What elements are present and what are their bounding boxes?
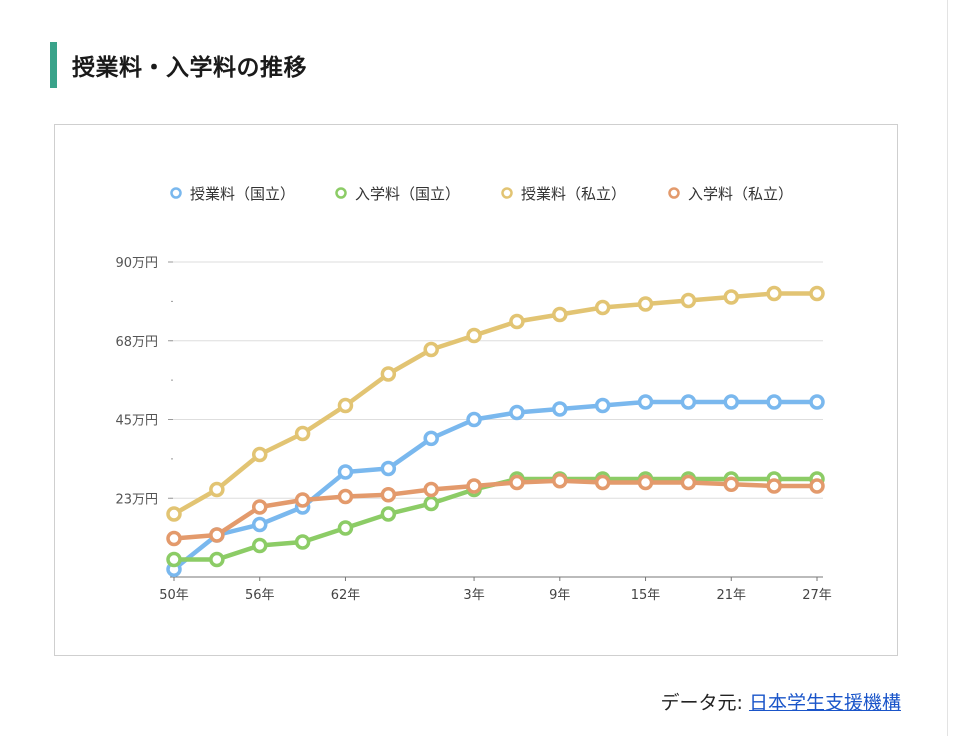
data-point — [380, 366, 397, 382]
data-point — [809, 394, 825, 410]
chart-frame: 授業料（国立） 入学料（国立） 授業料（私立） 入学料（私立） 23万円 45万円 68万… — [54, 124, 898, 656]
data-point — [209, 551, 225, 568]
data-point — [209, 527, 225, 543]
data-point — [337, 488, 354, 505]
data-point — [509, 474, 525, 491]
page-title: 授業料・入学料の推移 — [72, 55, 307, 81]
data-source: データ元: 日本学生支援機構 — [661, 688, 901, 715]
x-tick-label: 3年 — [463, 588, 484, 603]
x-tick-label: 15年 — [631, 588, 661, 603]
series-line — [171, 291, 820, 517]
section-heading: 授業料・入学料の推移 — [50, 42, 307, 88]
data-point — [766, 285, 782, 302]
data-point — [466, 478, 482, 494]
data-point — [251, 499, 268, 515]
legend-marker — [170, 187, 182, 199]
heading-accent-bar — [50, 42, 57, 88]
y-axis: 23万円 45万円 68万円 90万円 — [115, 256, 173, 539]
data-point — [166, 506, 182, 522]
chart-legend: 授業料（国立） 入学料（国立） 授業料（私立） 入学料（私立） — [170, 185, 793, 203]
x-tick-label: 56年 — [245, 588, 275, 603]
data-point — [723, 476, 740, 492]
x-axis: 50年 56年 62年 3年 9年 15年 21年 27年 — [159, 576, 832, 603]
y-tick-label: 23万円 — [115, 492, 158, 507]
data-point — [166, 530, 182, 547]
data-point — [766, 394, 782, 410]
data-point — [723, 394, 740, 410]
data-point — [380, 506, 397, 522]
data-point — [294, 492, 311, 508]
series-4 — [166, 473, 825, 547]
legend-item: 入学料（国立） — [335, 185, 460, 203]
y-tick-label: 68万円 — [115, 335, 158, 350]
data-point — [766, 478, 782, 494]
data-point — [337, 464, 354, 480]
data-point — [380, 460, 397, 477]
data-point — [251, 516, 268, 533]
data-point — [637, 296, 654, 312]
data-point — [166, 551, 182, 568]
series-3 — [166, 285, 825, 522]
x-tick-label: 21年 — [716, 588, 746, 603]
series-line — [171, 478, 820, 541]
data-point — [680, 474, 697, 491]
data-point — [680, 394, 697, 410]
legend-label: 入学料（国立） — [355, 185, 460, 203]
y-tick-label: 90万円 — [115, 256, 158, 271]
data-point — [594, 397, 611, 414]
data-point — [466, 411, 482, 428]
x-tick-label: 27年 — [802, 588, 832, 603]
data-point — [423, 495, 439, 512]
data-point — [294, 425, 311, 442]
data-point — [466, 327, 482, 344]
legend-label: 入学料（私立） — [688, 185, 793, 203]
data-point — [552, 306, 568, 323]
data-point — [680, 292, 697, 309]
legend-item: 入学料（私立） — [668, 185, 793, 203]
page-right-rule — [947, 0, 948, 736]
data-point — [423, 341, 439, 358]
legend-marker — [501, 187, 513, 199]
source-label: データ元: — [660, 692, 743, 714]
data-point — [423, 430, 439, 447]
data-point — [637, 474, 654, 491]
data-point — [723, 289, 740, 305]
x-tick-label: 9年 — [549, 588, 570, 603]
data-point — [594, 474, 611, 491]
chart-series — [166, 285, 825, 578]
legend-label: 授業料（国立） — [190, 185, 295, 203]
chart-grid — [170, 261, 823, 499]
data-point — [809, 285, 825, 302]
data-point — [509, 313, 525, 330]
legend-item: 授業料（国立） — [170, 185, 295, 203]
data-point — [380, 487, 397, 503]
data-point — [509, 404, 525, 421]
source-link[interactable]: 日本学生支援機構 — [748, 692, 901, 714]
data-point — [809, 478, 825, 494]
data-point — [552, 473, 568, 489]
data-point — [337, 520, 354, 536]
legend-marker — [335, 187, 347, 199]
data-point — [552, 401, 568, 417]
x-tick-label: 50年 — [159, 588, 189, 603]
legend-label: 授業料（私立） — [521, 185, 626, 203]
x-tick-label: 62年 — [331, 588, 361, 603]
data-point — [594, 299, 611, 316]
data-point — [209, 481, 225, 498]
data-point — [251, 446, 268, 463]
data-point — [637, 394, 654, 410]
data-point — [294, 534, 311, 550]
data-point — [423, 481, 439, 498]
legend-marker — [668, 187, 680, 199]
legend-item: 授業料（私立） — [501, 185, 626, 203]
data-point — [337, 397, 354, 414]
y-tick-label: 45万円 — [115, 414, 158, 429]
data-point — [251, 537, 268, 554]
line-chart: 授業料（国立） 入学料（国立） 授業料（私立） 入学料（私立） 23万円 45万円 68万… — [115, 185, 832, 603]
series-line — [171, 399, 820, 572]
